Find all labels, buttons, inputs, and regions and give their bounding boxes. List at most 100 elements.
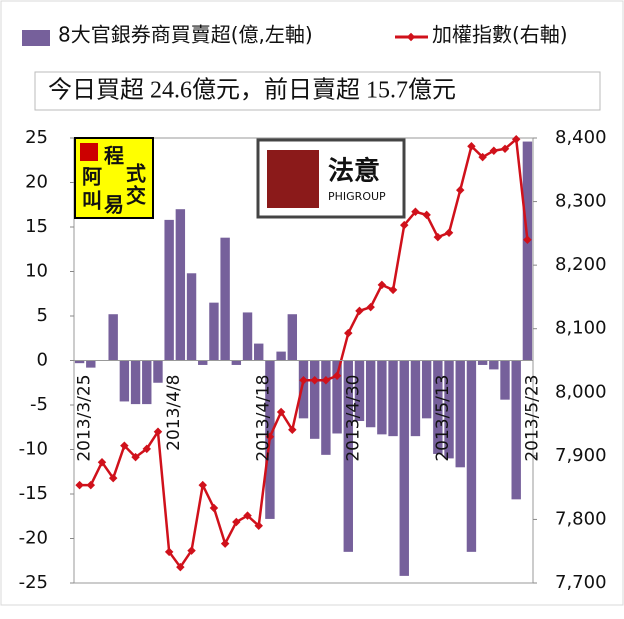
bar: [309, 360, 320, 439]
line-marker: [310, 375, 319, 385]
x-tick-label: 2013/5/23: [522, 375, 542, 462]
bar: [377, 360, 387, 435]
line-marker: [254, 521, 263, 531]
bar: [242, 312, 253, 361]
line-marker: [377, 280, 387, 290]
bar: [455, 360, 465, 468]
line-marker: [86, 480, 96, 490]
bar: [276, 351, 286, 361]
line-marker: [131, 452, 140, 462]
x-tick-label: 2013/4/30: [343, 375, 363, 462]
legend-label: 8大官銀券商買賣超(億,左軸): [58, 23, 313, 47]
bar: [209, 302, 219, 361]
x-tick-label: 2013/4/8: [164, 375, 184, 451]
bar: [522, 141, 533, 361]
subtitle-box: [34, 71, 601, 111]
line-marker: [400, 220, 409, 230]
bar: [119, 360, 130, 402]
line-marker: [97, 457, 107, 467]
y2-tick-label: 8,300: [555, 191, 607, 212]
line-marker: [444, 228, 454, 237]
y-tick-label: -20: [19, 528, 48, 549]
bar: [287, 314, 298, 361]
bar: [153, 360, 163, 383]
bar: [433, 360, 443, 454]
bar: [175, 209, 186, 361]
bar: [220, 237, 230, 361]
line-marker: [153, 427, 163, 436]
y2-tick-label: 7,800: [555, 508, 607, 529]
bar: [298, 360, 309, 419]
bar: [466, 360, 477, 552]
line-marker: [433, 232, 443, 242]
y2-tick-label: 7,700: [555, 572, 607, 593]
bar: [254, 343, 264, 361]
y2-tick-label: 8,000: [555, 381, 607, 402]
line-marker: [388, 285, 398, 295]
line-marker: [422, 210, 431, 220]
bar: [164, 219, 174, 361]
bar: [108, 314, 118, 361]
logo2-text: 法意: [328, 156, 380, 187]
y-tick-label: -25: [19, 572, 48, 593]
logo-text: 易: [104, 193, 124, 217]
logo-icon: [80, 143, 98, 161]
line-marker: [198, 480, 207, 490]
legend-label: 加權指數(右軸): [432, 23, 568, 47]
y2-tick-label: 7,900: [555, 445, 607, 466]
y-tick-label: 10: [25, 261, 48, 282]
line-marker: [276, 407, 286, 417]
logo2-sub: PHIGROUP: [328, 190, 386, 203]
bar: [130, 360, 141, 405]
bar: [511, 360, 521, 500]
bar: [332, 360, 342, 434]
y-tick-label: -15: [19, 483, 48, 504]
line-marker: [478, 152, 487, 162]
line-marker: [321, 375, 331, 385]
line-marker: [209, 503, 219, 513]
bar: [489, 360, 499, 370]
line-marker: [344, 328, 353, 338]
y-tick-label: 25: [25, 127, 48, 148]
line-marker: [411, 207, 420, 216]
bar: [444, 360, 454, 459]
y-tick-label: -10: [19, 439, 48, 460]
bar: [410, 360, 421, 437]
line-marker: [366, 302, 375, 312]
line-marker: [332, 371, 342, 380]
line-marker: [355, 306, 364, 316]
line-marker: [75, 480, 84, 490]
y-tick-label: 15: [25, 216, 48, 237]
y2-tick-label: 8,100: [555, 318, 607, 339]
bar: [142, 360, 152, 405]
y-tick-label: -5: [30, 394, 48, 415]
bar: [74, 360, 85, 364]
bar: [388, 360, 398, 437]
bar: [399, 360, 409, 576]
line-marker: [467, 142, 476, 151]
bar: [354, 360, 365, 422]
line-marker: [455, 185, 465, 195]
bar: [343, 360, 353, 552]
bar: [231, 360, 242, 365]
x-tick-label: 2013/4/18: [254, 375, 274, 462]
bar: [365, 360, 376, 428]
subtitle: 今日買超 24.6億元，前日賣超 15.7億元: [48, 77, 456, 104]
logo-text: 阿: [82, 165, 102, 189]
bar: [198, 360, 208, 365]
y2-tick-label: 8,400: [555, 127, 607, 148]
logo-text: 式: [126, 162, 146, 186]
bar: [186, 273, 197, 361]
line-marker: [500, 144, 510, 154]
y2-tick-label: 8,200: [555, 254, 607, 275]
y-tick-label: 0: [37, 350, 48, 371]
x-tick-label: 2013/5/13: [433, 374, 453, 461]
line-marker: [142, 444, 152, 454]
line-marker: [120, 441, 129, 450]
line-marker: [265, 432, 275, 442]
legend-marker: [406, 32, 416, 42]
y-tick-label: 5: [37, 305, 48, 326]
y-tick-label: 20: [25, 172, 48, 193]
